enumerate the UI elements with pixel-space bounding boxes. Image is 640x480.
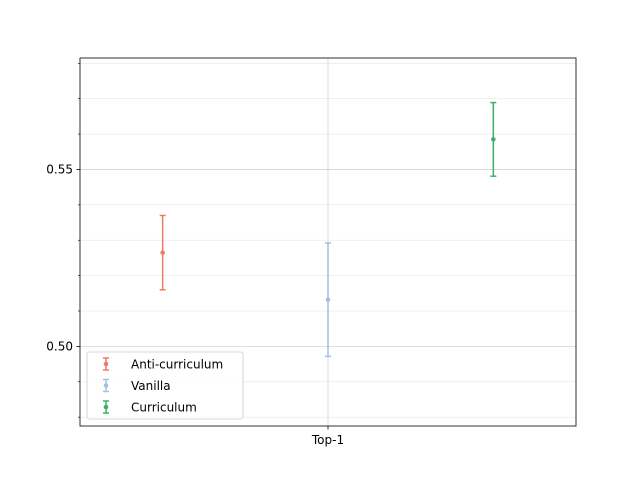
y-axis-ticks: 0.50 0.55 [46, 63, 80, 418]
errorbar-anti-curriculum [159, 214, 166, 291]
legend-label: Anti-curriculum [131, 358, 223, 372]
y-tick-label: 0.55 [46, 162, 73, 176]
legend: Anti-curriculum Vanilla Curriculum [86, 351, 244, 420]
legend-box [86, 351, 244, 420]
legend-handle-point [103, 361, 109, 367]
legend-label: Curriculum [131, 401, 197, 415]
x-tick-label: Top-1 [311, 433, 344, 447]
series-layer [159, 101, 497, 358]
errorbar-point [491, 137, 496, 142]
errorbar-vanilla [325, 242, 331, 358]
errorbar-point [160, 250, 165, 255]
legend-item: Vanilla [103, 378, 171, 393]
errorbar-point [325, 297, 331, 302]
errorbar-curriculum [490, 101, 497, 177]
legend-label: Vanilla [131, 379, 171, 393]
legend-handle-point [103, 383, 109, 388]
legend-handle-point [103, 404, 109, 410]
x-axis-ticks: Top-1 [311, 426, 344, 447]
legend-item: Anti-curriculum [103, 357, 223, 372]
legend-item: Curriculum [103, 400, 197, 415]
y-tick-label: 0.50 [46, 339, 73, 353]
